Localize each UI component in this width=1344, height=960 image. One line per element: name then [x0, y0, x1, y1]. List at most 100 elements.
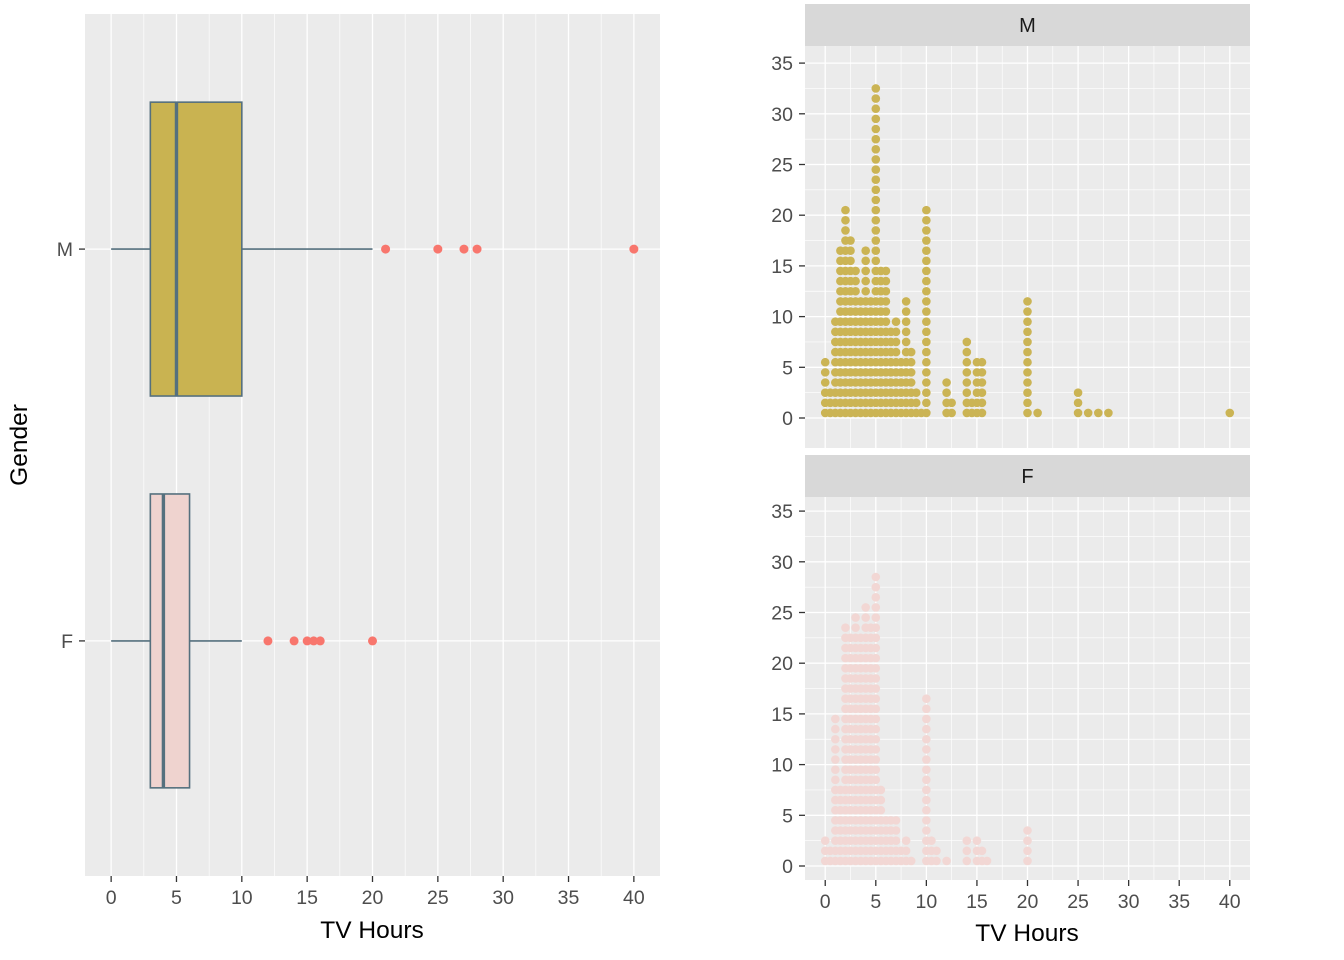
dot — [922, 785, 931, 795]
y-tick-label: M — [57, 239, 73, 261]
dot — [861, 256, 870, 266]
dot — [841, 226, 850, 235]
dot — [942, 856, 951, 866]
dotplot-plot-area: M 0 5 10 15 20 25 30 35 F 0 5 10 15 20 25 30 35 0 5 10 15 20 25… — [771, 4, 1250, 913]
dot — [901, 337, 911, 347]
dot — [1093, 408, 1103, 418]
facet-strip — [805, 4, 1250, 46]
dot — [871, 623, 881, 633]
dot — [861, 613, 870, 622]
dot — [901, 297, 911, 306]
dot — [831, 714, 840, 724]
x-tick-label: 40 — [1219, 891, 1241, 913]
dot — [851, 286, 860, 296]
dot — [922, 276, 931, 286]
dot — [911, 388, 921, 397]
dot — [906, 347, 916, 357]
x-tick-label: 15 — [966, 891, 988, 913]
dot — [876, 795, 886, 805]
y-tick-label: 15 — [771, 256, 793, 278]
dot — [922, 408, 931, 418]
outlier-point — [433, 244, 443, 254]
dot — [962, 856, 972, 866]
dot — [881, 266, 891, 276]
dot — [901, 846, 911, 856]
dot — [1023, 337, 1032, 347]
x-tick-label: 25 — [1067, 891, 1089, 913]
dot — [846, 236, 855, 245]
outlier-point — [309, 636, 319, 646]
dot — [922, 714, 931, 724]
x-tick-label: 10 — [231, 887, 253, 909]
dot — [871, 215, 881, 225]
x-tick-label: 0 — [106, 887, 117, 909]
dot — [1023, 388, 1032, 397]
dot — [922, 826, 931, 835]
dot — [820, 368, 830, 377]
y-tick-label: 25 — [771, 603, 793, 625]
x-tick-label: 35 — [1168, 891, 1190, 913]
dot — [922, 816, 931, 825]
dot — [881, 317, 891, 326]
dot — [871, 134, 881, 144]
dot — [871, 175, 881, 185]
y-tick-label: 30 — [771, 104, 793, 126]
dot — [861, 246, 870, 255]
dot — [820, 378, 830, 387]
dot — [922, 704, 931, 714]
dot — [922, 286, 931, 296]
dot — [922, 755, 931, 764]
boxplot-plot-area: 0 5 10 15 20 25 30 35 40 M F — [57, 14, 660, 909]
dot — [881, 307, 891, 316]
dot — [922, 357, 931, 367]
dot — [947, 408, 956, 418]
dot — [831, 775, 840, 785]
dot — [851, 266, 860, 276]
x-tick-label: 15 — [296, 887, 318, 909]
dot — [922, 236, 931, 245]
box-M — [149, 101, 243, 397]
dot — [871, 603, 881, 612]
dot — [871, 694, 881, 703]
x-tick-label: 0 — [820, 891, 831, 913]
x-tick-label: 35 — [558, 887, 580, 909]
y-tick-label: 5 — [782, 357, 793, 379]
outlier-point — [263, 636, 273, 646]
dot — [906, 368, 916, 377]
dot — [831, 745, 840, 754]
dot — [962, 347, 972, 357]
dot — [1023, 856, 1032, 866]
dot — [922, 724, 931, 734]
dot — [871, 674, 881, 683]
dot — [876, 785, 886, 795]
dot — [1023, 846, 1032, 856]
facet-strip-label: M — [1019, 15, 1036, 37]
y-tick-label: 30 — [771, 552, 793, 574]
dot — [922, 337, 931, 347]
dot — [861, 603, 870, 612]
dot — [1023, 836, 1032, 845]
dot — [846, 246, 855, 255]
dot — [871, 755, 881, 764]
y-tick-label: 10 — [771, 307, 793, 329]
dot — [962, 378, 972, 387]
dot — [901, 317, 911, 326]
dot — [891, 327, 901, 337]
y-tick-label: 0 — [782, 856, 793, 878]
dot — [1023, 297, 1032, 306]
dot — [922, 205, 931, 215]
y-tick-label: 20 — [771, 205, 793, 227]
dot — [1073, 388, 1083, 397]
dot — [922, 388, 931, 397]
dot — [932, 846, 941, 856]
dot — [871, 246, 881, 255]
dot — [1033, 408, 1042, 418]
dot — [1083, 408, 1093, 418]
dot — [977, 398, 987, 408]
dot — [1225, 408, 1235, 418]
dot — [977, 357, 987, 367]
dot — [922, 226, 931, 235]
dot — [1023, 307, 1032, 316]
dot — [841, 623, 850, 633]
